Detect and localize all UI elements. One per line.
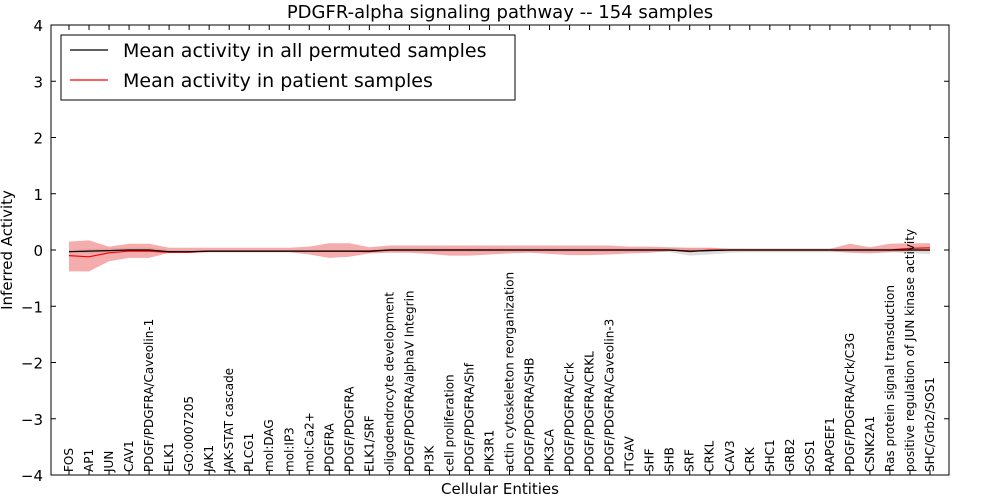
- y-tick-label: 1: [33, 186, 43, 204]
- legend-patient-label: Mean activity in patient samples: [123, 70, 433, 92]
- y-tick-label: −4: [21, 467, 43, 485]
- y-axis: 4 3 2 1 0 −1 −2 −3 −4: [21, 17, 949, 485]
- x-tick-label: PDGF/PDGFRA/SHB: [523, 358, 537, 472]
- y-tick-label: 0: [33, 242, 43, 260]
- x-tick-label: cell proliferation: [442, 374, 456, 472]
- x-tick-label: PDGF/PDGFRA/Caveolin-1: [142, 319, 156, 472]
- chart-title: PDGFR-alpha signaling pathway -- 154 sam…: [287, 2, 713, 23]
- x-tick-label: PDGF/PDGFRA/Shf: [463, 362, 477, 472]
- x-tick-label: PDGF/PDGFRA/CRKL: [583, 351, 597, 472]
- x-tick-label: SHF: [643, 448, 657, 472]
- x-tick-label: PDGF/PDGFRA: [342, 386, 356, 472]
- y-tick-label: −2: [21, 355, 43, 373]
- x-tick-label: PLCG1: [242, 433, 256, 472]
- x-tick-label: SHB: [663, 447, 677, 472]
- y-tick-label: 3: [33, 73, 43, 91]
- x-tick-label: CSNK2A1: [863, 416, 877, 472]
- x-tick-label: PIK3CA: [543, 428, 557, 472]
- y-tick-label: 4: [33, 17, 43, 35]
- x-tick-label: PDGF/PDGFRA/Crk: [563, 362, 577, 472]
- legend: Mean activity in all permuted samples Me…: [60, 34, 516, 101]
- y-tick-label: −3: [21, 411, 43, 429]
- x-tick-label: SHC1: [763, 439, 777, 472]
- x-tick-label: RAPGEF1: [823, 417, 837, 472]
- y-tick-label: 2: [33, 130, 43, 148]
- x-tick-label: Ras protein signal transduction: [883, 285, 897, 472]
- legend-box: [60, 34, 516, 101]
- y-tick-label: −1: [21, 298, 43, 316]
- x-tick-label: FOS: [62, 448, 76, 472]
- x-tick-label: AP1: [82, 449, 96, 472]
- x-tick-label: CAV1: [122, 440, 136, 472]
- x-axis-labels: FOS AP1 JUN CAV1 PDGF/PDGFRA/Caveolin-1 ELK1 G…: [62, 25, 937, 475]
- y-axis-label: Inferred Activity: [0, 190, 16, 310]
- x-tick-label: CRK: [743, 446, 757, 472]
- x-tick-label: PI3K: [422, 445, 436, 472]
- x-tick-label: mol:IP3: [282, 427, 296, 472]
- x-tick-label: SOS1: [803, 440, 817, 472]
- x-tick-label: PDGFRA: [322, 422, 336, 472]
- x-tick-label: mol:Ca2+: [302, 412, 316, 472]
- x-tick-label: actin cytoskeleton reorganization: [503, 272, 517, 472]
- x-tick-label: GO:0007205: [182, 396, 196, 472]
- x-tick-label: JAK1: [202, 445, 216, 473]
- x-tick-label: JUN: [102, 451, 116, 473]
- x-axis-label: Cellular Entities: [441, 480, 559, 498]
- x-tick-label: PDGF/PDGFRA/alphaV Integrin: [402, 290, 416, 472]
- band-patient: [69, 240, 930, 272]
- x-tick-label: positive regulation of JUN kinase activi…: [903, 229, 917, 472]
- x-tick-label: PIK3R1: [483, 430, 497, 472]
- x-tick-label: CRKL: [703, 440, 717, 472]
- x-tick-label: SRF: [683, 449, 697, 472]
- x-tick-label: GRB2: [783, 438, 797, 472]
- x-tick-label: ELK1/SRF: [362, 415, 376, 472]
- x-tick-label: PDGF/PDGFRA/Crk/C3G: [843, 333, 857, 472]
- x-tick-label: PDGF/PDGFRA/Caveolin-3: [603, 319, 617, 472]
- confidence-bands: [69, 240, 930, 272]
- line-permuted: [68, 249, 930, 253]
- x-tick-label: CAV3: [723, 440, 737, 472]
- x-tick-label: ELK1: [162, 442, 176, 472]
- legend-permuted-label: Mean activity in all permuted samples: [123, 40, 486, 62]
- x-tick-label: mol:DAG: [262, 419, 276, 472]
- x-tick-label: ITGAV: [623, 435, 637, 472]
- series-lines: [68, 247, 931, 258]
- x-tick-label: SHC/Grb2/SOS1: [923, 377, 937, 472]
- x-tick-label: JAK-STAT cascade: [222, 368, 236, 473]
- x-tick-label: oligodendrocyte development: [382, 292, 396, 472]
